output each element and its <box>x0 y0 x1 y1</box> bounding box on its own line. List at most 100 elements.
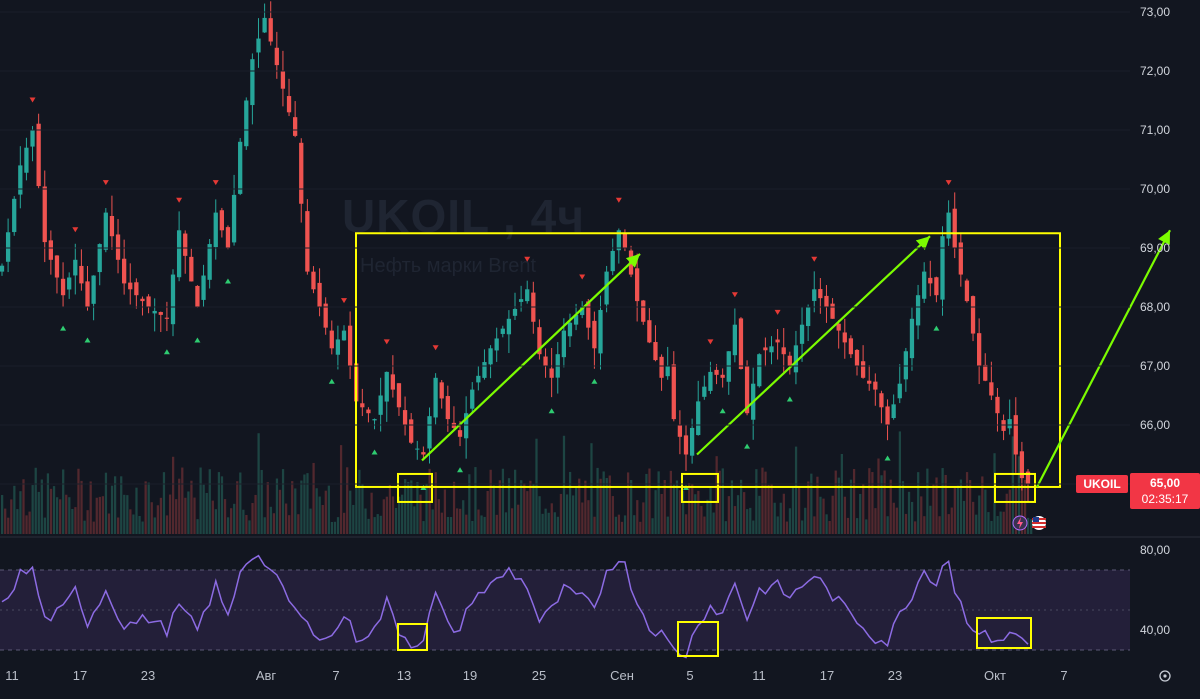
candle-body <box>830 303 835 319</box>
us-flag-icon[interactable] <box>1032 516 1046 530</box>
sell-signal-marker <box>341 298 347 304</box>
volume-bar <box>19 491 22 534</box>
candle-body <box>24 147 29 173</box>
trend-arrow[interactable] <box>421 253 641 462</box>
volume-bar <box>455 508 459 534</box>
candle-body <box>696 401 701 436</box>
volume-bar <box>596 467 599 534</box>
volume-bar <box>706 499 709 534</box>
candle-body <box>500 328 505 334</box>
volume-bar <box>871 472 874 534</box>
volume-bar <box>281 469 285 534</box>
candle-body <box>262 17 267 33</box>
candles <box>0 1 1031 502</box>
volume-bar <box>785 521 789 534</box>
volume-bar <box>312 462 315 534</box>
volume-bar <box>950 507 953 534</box>
candle-body <box>189 256 194 282</box>
volume-bar <box>55 497 59 534</box>
rsi-highlight-box[interactable] <box>677 621 719 657</box>
volume-bar <box>49 488 53 534</box>
volume-bar <box>483 516 486 534</box>
volume-bar <box>251 503 254 534</box>
volume-bar <box>153 517 156 534</box>
candle-body <box>799 324 805 344</box>
volume-bar <box>123 494 126 534</box>
candle-body <box>903 351 908 380</box>
volume-bar <box>120 476 123 534</box>
volume-bar <box>697 490 700 534</box>
time-tick-label: 11 <box>752 668 766 683</box>
candle-body <box>543 356 548 366</box>
volume-bar <box>144 481 147 534</box>
candle-body <box>958 242 963 275</box>
candle-body <box>775 339 780 343</box>
watermark-subtitle: Нефть марки Brent <box>360 255 536 277</box>
volume-bar <box>626 472 630 534</box>
volume-bar <box>675 480 679 534</box>
volume-bar <box>568 471 572 534</box>
channel-box[interactable] <box>355 232 1061 488</box>
volume-bar <box>938 516 941 534</box>
lightning-icon[interactable] <box>1012 515 1028 531</box>
candle-body <box>757 354 762 387</box>
volume-bar <box>794 446 798 534</box>
time-tick-label: 13 <box>397 668 411 683</box>
candle-body <box>689 427 695 456</box>
candle-body <box>506 318 512 335</box>
volume-bar <box>941 468 944 534</box>
volume-bar <box>681 490 685 534</box>
volume-bar <box>452 481 456 534</box>
candle-body <box>268 18 273 42</box>
time-axis[interactable]: 11 17 23 Авг 7 13 19 25 Сен 5 11 17 23 Окт 7 <box>5 668 1067 683</box>
volume-bar <box>770 484 773 534</box>
sell-signal-marker <box>524 256 531 262</box>
time-tick-label: 11 <box>5 668 19 683</box>
price-tick-label: 70,00 <box>1140 182 1170 196</box>
volume-bar <box>648 468 651 534</box>
candle-body <box>286 96 292 113</box>
volume-bar <box>339 445 343 534</box>
candle-body <box>384 371 389 402</box>
trend-arrow[interactable] <box>1036 229 1171 488</box>
candle-body <box>860 361 866 378</box>
rsi-highlight-box[interactable] <box>976 617 1032 649</box>
volume-bar <box>336 517 340 534</box>
volume-bar <box>654 490 657 534</box>
rsi-highlight-box[interactable] <box>397 623 428 651</box>
volume-bar <box>987 512 990 534</box>
volume-bar <box>25 515 28 534</box>
buy-signal-marker <box>933 325 940 331</box>
candle-body <box>824 295 829 307</box>
candle-body <box>891 404 896 419</box>
volume-bar <box>517 504 520 534</box>
volume-bar <box>141 521 144 534</box>
candle-body <box>610 250 615 272</box>
volume-bar <box>883 470 886 534</box>
support-highlight-box[interactable] <box>397 472 433 503</box>
price-axis[interactable]: 73,00 72,00 71,00 70,00 69,00 68,00 67,00 66,00… <box>0 5 1170 491</box>
candle-body <box>402 410 408 425</box>
volume-bar <box>898 431 902 534</box>
volume-bar <box>52 486 56 534</box>
volume-bar <box>13 485 16 534</box>
candle-body <box>366 409 371 414</box>
support-highlight-box[interactable] <box>681 472 719 503</box>
candle-body <box>854 349 860 366</box>
volume-bar <box>862 483 865 534</box>
candle-body <box>409 419 414 443</box>
volume-bar <box>443 489 447 534</box>
volume-bar <box>712 512 715 534</box>
volume-bar <box>901 481 905 534</box>
candle-body <box>146 296 151 307</box>
candle-body <box>164 317 170 319</box>
trend-arrow[interactable] <box>696 235 931 456</box>
candle-body <box>42 186 47 243</box>
support-highlight-box[interactable] <box>994 472 1036 503</box>
volume-bar <box>797 487 801 534</box>
candle-body <box>732 324 737 356</box>
settings-icon[interactable] <box>1159 670 1171 682</box>
rsi-axis[interactable]: 80,00 40,00 <box>1140 543 1170 637</box>
